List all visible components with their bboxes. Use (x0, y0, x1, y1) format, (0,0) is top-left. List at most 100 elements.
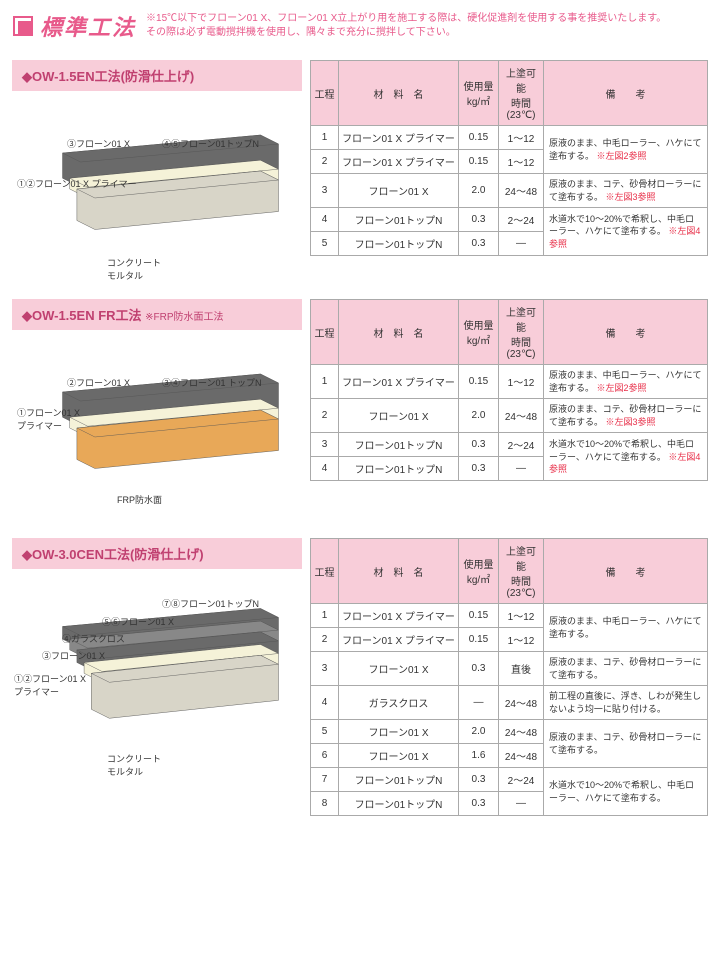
cell-time: 24～48 (499, 686, 544, 720)
cell-time: 1～12 (499, 150, 544, 174)
th-step: 工程 (311, 539, 339, 604)
page: 標準工法 ※15℃以下でフローン01 X、フローン01 X立上がり用を施工する際… (0, 0, 720, 846)
cell-remarks: 水道水で10～20%で希釈し、中毛ローラー、ハケにて塗布する。 (544, 768, 708, 816)
cell-time: 24～48 (499, 720, 544, 744)
cell-step: 5 (311, 720, 339, 744)
layer-diagram: ⑦⑧フローン01トップN⑤⑥フローン01 X④ガラスクロス③フローン01 X①②… (12, 577, 302, 757)
diagram-label: ①②フローン01 X プライマー (17, 177, 137, 190)
page-header: 標準工法 ※15℃以下でフローン01 X、フローン01 X立上がり用を施工する際… (12, 10, 708, 42)
section-title: ◆OW-1.5EN工法(防滑仕上げ) (12, 60, 302, 91)
table-row: 2フローン01 X2.024～48原液のまま、コテ、砂骨材ローラーにて塗布する。… (311, 399, 708, 433)
cell-time: 直後 (499, 652, 544, 686)
cell-time: 24～48 (499, 744, 544, 768)
th-amount: 使用量kg/㎡ (459, 300, 499, 365)
cell-step: 4 (311, 686, 339, 720)
cell-amount: 0.3 (459, 208, 499, 232)
cell-material: フローン01 X (339, 744, 459, 768)
section-right: 工程 材 料 名 使用量kg/㎡ 上塗可能時間(23℃) 備 考 1フローン01… (310, 60, 708, 279)
table-row: 5フローン01 X2.024～48原液のまま、コテ、砂骨材ローラーにて塗布する。 (311, 720, 708, 744)
cell-remarks: 原液のまま、中毛ローラー、ハケにて塗布する。 ※左図2参照 (544, 126, 708, 174)
cell-step: 1 (311, 365, 339, 399)
cell-material: フローン01 X (339, 399, 459, 433)
cell-amount: 0.15 (459, 150, 499, 174)
diagram-label: ④⑤フローン01トップN (162, 137, 259, 150)
cell-amount: 0.15 (459, 604, 499, 628)
cell-time: 2～24 (499, 768, 544, 792)
method-section: ◆OW-3.0CEN工法(防滑仕上げ) ⑦⑧フローン01トップN ⑤⑥フローン01 … (12, 538, 708, 816)
cell-amount: 0.3 (459, 768, 499, 792)
section-title: ◆OW-3.0CEN工法(防滑仕上げ) (12, 538, 302, 569)
cell-remarks: 原液のまま、中毛ローラー、ハケにて塗布する。 ※左図2参照 (544, 365, 708, 399)
table-row: 3フローン01 X2.024～48原液のまま、コテ、砂骨材ローラーにて塗布する。… (311, 174, 708, 208)
section-left: ◆OW-1.5EN工法(防滑仕上げ) ③フローン01 X ④⑤フローン01トップN ①… (12, 60, 302, 279)
process-table: 工程 材 料 名 使用量kg/㎡ 上塗可能時間(23℃) 備 考 1フローン01… (310, 538, 708, 816)
page-title: 標準工法 (40, 10, 136, 42)
diagram-label: ⑤⑥フローン01 X (102, 615, 174, 628)
diagram-label: FRP防水面 (117, 493, 162, 506)
method-section: ◆OW-1.5EN工法(防滑仕上げ) ③フローン01 X ④⑤フローン01トップN ①… (12, 60, 708, 279)
table-row: 4フローン01トップN0.32～24水道水で10～20%で希釈し、中毛ローラー、… (311, 208, 708, 232)
diagram-label: ⑦⑧フローン01トップN (162, 597, 259, 610)
cell-amount: 2.0 (459, 399, 499, 433)
cell-remarks: 原液のまま、コテ、砂骨材ローラーにて塗布する。 ※左図3参照 (544, 174, 708, 208)
table-row: 3フローン01トップN0.32～24水道水で10～20%で希釈し、中毛ローラー、… (311, 433, 708, 457)
cell-material: フローン01 X プライマー (339, 604, 459, 628)
th-material: 材 料 名 (339, 300, 459, 365)
table-row: 1フローン01 X プライマー0.151～12原液のまま、中毛ローラー、ハケにて… (311, 365, 708, 399)
cell-step: 4 (311, 208, 339, 232)
cell-amount: 0.15 (459, 126, 499, 150)
cell-step: 5 (311, 232, 339, 256)
header-note: ※15℃以下でフローン01 X、フローン01 X立上がり用を施工する際は、硬化促… (146, 12, 666, 40)
cell-step: 8 (311, 792, 339, 816)
cell-amount: 0.3 (459, 457, 499, 481)
cell-time: — (499, 457, 544, 481)
diagram-label: ②フローン01 X (67, 376, 130, 389)
cell-material: ガラスクロス (339, 686, 459, 720)
cell-remarks: 前工程の直後に、浮き、しわが発生しないよう均一に貼り付ける。 (544, 686, 708, 720)
note-line2: その際は必ず電動撹拌機を使用し、隅々まで充分に撹拌して下さい。 (146, 26, 666, 40)
diagram-label: ③④フローン01 トップN (162, 376, 262, 389)
section-right: 工程 材 料 名 使用量kg/㎡ 上塗可能時間(23℃) 備 考 1フローン01… (310, 299, 708, 518)
cell-step: 1 (311, 604, 339, 628)
cell-amount: 1.6 (459, 744, 499, 768)
cell-material: フローン01トップN (339, 232, 459, 256)
cell-step: 3 (311, 652, 339, 686)
header-icon (12, 15, 34, 37)
cell-time: 1～12 (499, 604, 544, 628)
section-left: ◆OW-1.5EN FR工法 ※FRP防水面工法 ②フローン01 X ③④フローン0… (12, 299, 302, 518)
cell-step: 3 (311, 174, 339, 208)
cell-remarks: 原液のまま、中毛ローラー、ハケにて塗布する。 (544, 604, 708, 652)
cell-material: フローン01トップN (339, 768, 459, 792)
section-title-sub: ※FRP防水面工法 (145, 312, 223, 323)
cell-amount: 0.3 (459, 232, 499, 256)
cell-step: 4 (311, 457, 339, 481)
cell-remarks: 水道水で10～20%で希釈し、中毛ローラー、ハケにて塗布する。 ※左図4参照 (544, 208, 708, 256)
diagram-label: ③フローン01 X (67, 137, 130, 150)
cell-amount: 0.3 (459, 652, 499, 686)
cell-time: 1～12 (499, 365, 544, 399)
method-section: ◆OW-1.5EN FR工法 ※FRP防水面工法 ②フローン01 X ③④フローン0… (12, 299, 708, 518)
section-title: ◆OW-1.5EN FR工法 ※FRP防水面工法 (12, 299, 302, 330)
th-step: 工程 (311, 300, 339, 365)
th-time: 上塗可能時間(23℃) (499, 300, 544, 365)
cell-material: フローン01トップN (339, 433, 459, 457)
cell-time: 1～12 (499, 126, 544, 150)
cell-time: — (499, 792, 544, 816)
diagram-label: ①フローン01 Xプライマー (17, 406, 80, 432)
th-time: 上塗可能時間(23℃) (499, 539, 544, 604)
cell-step: 2 (311, 628, 339, 652)
th-step: 工程 (311, 61, 339, 126)
cell-material: フローン01 X プライマー (339, 126, 459, 150)
diagram-label: ④ガラスクロス (62, 632, 125, 645)
cell-amount: 0.15 (459, 365, 499, 399)
table-row: 4ガラスクロス—24～48前工程の直後に、浮き、しわが発生しないよう均一に貼り付… (311, 686, 708, 720)
table-row: 3フローン01 X0.3直後原液のまま、コテ、砂骨材ローラーにて塗布する。 (311, 652, 708, 686)
section-right: 工程 材 料 名 使用量kg/㎡ 上塗可能時間(23℃) 備 考 1フローン01… (310, 538, 708, 816)
cell-amount: 0.3 (459, 433, 499, 457)
section-left: ◆OW-3.0CEN工法(防滑仕上げ) ⑦⑧フローン01トップN ⑤⑥フローン01 … (12, 538, 302, 816)
process-table: 工程 材 料 名 使用量kg/㎡ 上塗可能時間(23℃) 備 考 1フローン01… (310, 299, 708, 481)
diagram-label: ③フローン01 X (42, 649, 105, 662)
cell-material: フローン01 X プライマー (339, 628, 459, 652)
cell-step: 3 (311, 433, 339, 457)
cell-material: フローン01トップN (339, 208, 459, 232)
